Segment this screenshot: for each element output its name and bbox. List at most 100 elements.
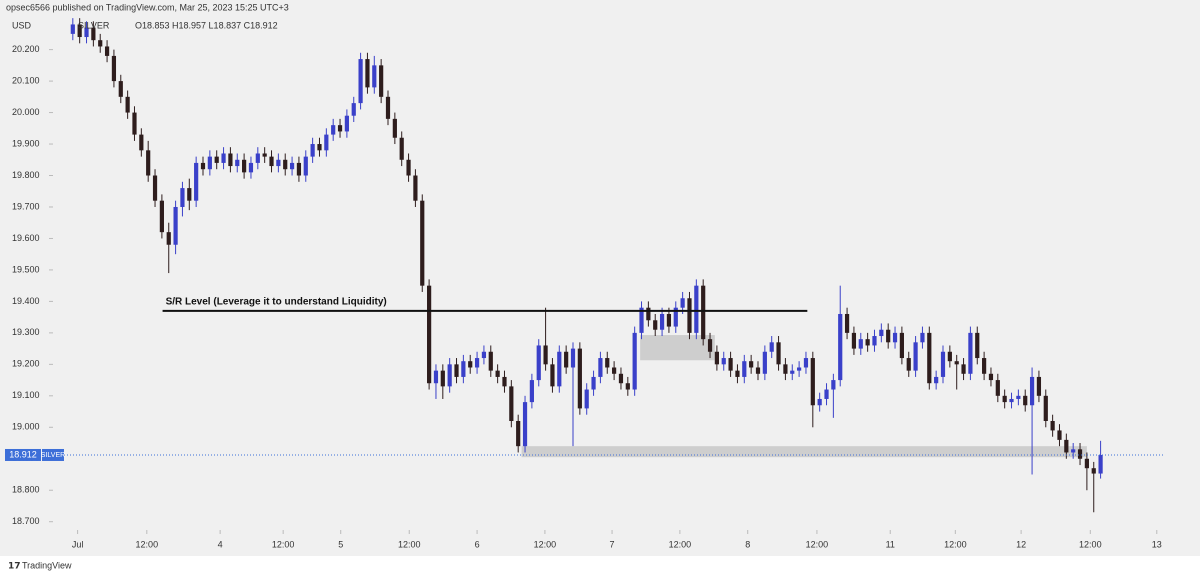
x-tick-label: 13	[1152, 539, 1162, 549]
candle-body	[289, 162, 295, 170]
candle-body	[399, 137, 404, 160]
candle-body	[872, 336, 877, 346]
candle-body	[427, 285, 432, 384]
candle-body	[228, 153, 233, 167]
candle-body	[358, 59, 363, 104]
candle-body	[564, 351, 569, 368]
candle-body	[235, 159, 240, 167]
candle-body	[454, 364, 459, 377]
candle-body	[495, 370, 500, 377]
candle-body	[687, 298, 692, 333]
candle-body	[180, 188, 185, 207]
candle-body	[310, 144, 315, 157]
candle-body	[824, 389, 829, 399]
candle-body	[639, 307, 644, 333]
footer-logo: 𝟭𝟳	[8, 560, 21, 570]
zone	[640, 335, 715, 361]
candle-body	[762, 351, 767, 374]
candle-body	[1098, 454, 1103, 474]
candle-body	[173, 206, 178, 245]
candle-body	[324, 134, 329, 151]
candle-body	[488, 351, 493, 371]
y-tick-label: 18.700	[12, 516, 40, 526]
candle-body	[584, 389, 589, 409]
candle-body	[618, 373, 624, 384]
y-tick-label: 19.200	[12, 359, 40, 369]
x-tick-label: 8	[745, 539, 750, 549]
candle-body	[447, 364, 452, 387]
footer-brand: TradingView	[22, 560, 72, 570]
candle-body	[701, 285, 706, 340]
candle-body	[906, 358, 911, 371]
candle-body	[1036, 376, 1042, 396]
candle-body	[817, 398, 822, 406]
candle-body	[666, 313, 672, 327]
candle-body	[351, 103, 356, 116]
y-tick-label: 19.600	[12, 233, 40, 243]
candle-body	[379, 65, 384, 97]
symbol-box	[42, 448, 64, 461]
currency-label: USD	[12, 20, 32, 30]
candle-body	[947, 351, 952, 362]
candle-body	[707, 339, 713, 352]
candle-body	[975, 332, 980, 359]
y-tick-label: 19.000	[12, 422, 40, 432]
candle-body	[659, 313, 665, 330]
candle-body	[927, 332, 932, 384]
candle-body	[1023, 395, 1028, 406]
candle-body	[166, 232, 171, 245]
plot-area	[70, 18, 1103, 513]
footer-bar	[0, 556, 1200, 576]
x-tick-label: 12:00	[1079, 539, 1102, 549]
candle-body	[1029, 376, 1035, 406]
candle-body	[632, 332, 637, 390]
candle-body	[1016, 395, 1021, 399]
candle-body	[365, 59, 370, 88]
x-tick-label: 12	[1016, 539, 1026, 549]
candle-body	[214, 156, 219, 163]
candle-body	[625, 383, 630, 390]
candle-body	[755, 367, 761, 374]
candle-body	[995, 380, 1000, 396]
x-tick-label: 12:00	[136, 539, 159, 549]
y-tick-label: 19.300	[12, 327, 40, 337]
candle-body	[509, 386, 514, 421]
y-tick-label: 19.700	[12, 201, 40, 211]
candle-body	[77, 24, 82, 38]
candle-body	[920, 332, 925, 343]
candle-body	[769, 342, 774, 352]
candle-body	[1057, 430, 1062, 440]
candle-body	[844, 313, 850, 333]
candle-body	[1091, 468, 1096, 474]
candle-body	[954, 361, 959, 365]
candle-body	[721, 358, 726, 365]
x-tick-label: 7	[610, 539, 615, 549]
candle-body	[392, 118, 397, 138]
y-tick-label: 19.900	[12, 138, 40, 148]
x-tick-label: 11	[886, 539, 895, 549]
candle-body	[118, 81, 123, 97]
candle-body	[982, 358, 987, 374]
candle-body	[331, 125, 336, 135]
candle-body	[1064, 439, 1069, 453]
candle-body	[934, 376, 939, 384]
candle-body	[276, 159, 281, 167]
candle-body	[742, 361, 747, 377]
candle-body	[968, 332, 973, 374]
candle-body	[303, 156, 308, 176]
candle-body	[317, 144, 322, 151]
candle-body	[529, 380, 534, 403]
candle-body	[612, 367, 617, 374]
candle-body	[961, 364, 966, 374]
candle-body	[337, 125, 343, 132]
legend-ohlc: O18.853 H18.957 L18.837 C18.912	[135, 20, 278, 30]
candle-body	[132, 112, 137, 135]
x-tick-label: 12:00	[398, 539, 421, 549]
candle-body	[577, 348, 582, 409]
candle-body	[653, 320, 658, 330]
candle-body	[440, 370, 445, 387]
candle-body	[680, 298, 685, 308]
legend-symbol: SILVER	[78, 20, 110, 30]
